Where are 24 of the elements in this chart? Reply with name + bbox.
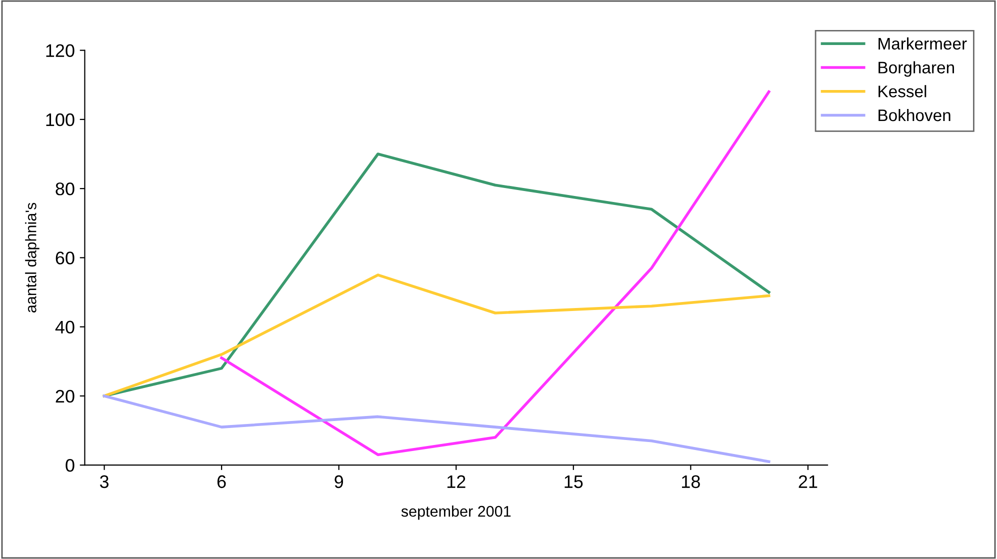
y-axis-title: aantal daphnia's [25,202,40,312]
y-tick-label: 60 [56,252,74,264]
line-series [102,394,770,464]
y-tick-label: 100 [46,113,74,126]
line-series [220,90,770,456]
x-axis-title: september 2001 [401,506,511,520]
y-tick-label: 40 [55,320,74,334]
line-series [102,152,770,398]
x-tick-label: 9 [334,475,344,488]
y-tick-label: 80 [56,182,74,196]
x-tick-label: 18 [682,475,700,488]
x-tick-label: 3 [100,475,109,488]
x-tick-label: 6 [217,475,226,488]
x-tick-label: 15 [564,475,583,488]
x-tick-label: 21 [798,475,818,488]
legend-label: Borgharen [878,61,954,77]
x-tick-label: 12 [447,475,466,488]
legend-label: Bokhoven [878,108,950,122]
legend-label: Kessel [878,85,926,98]
legend-label: Markermeer [878,37,967,50]
line-series [102,274,770,398]
y-tick-label: 120 [46,44,74,58]
y-tick-label: 0 [66,459,74,472]
y-tick-label: 20 [56,390,74,403]
